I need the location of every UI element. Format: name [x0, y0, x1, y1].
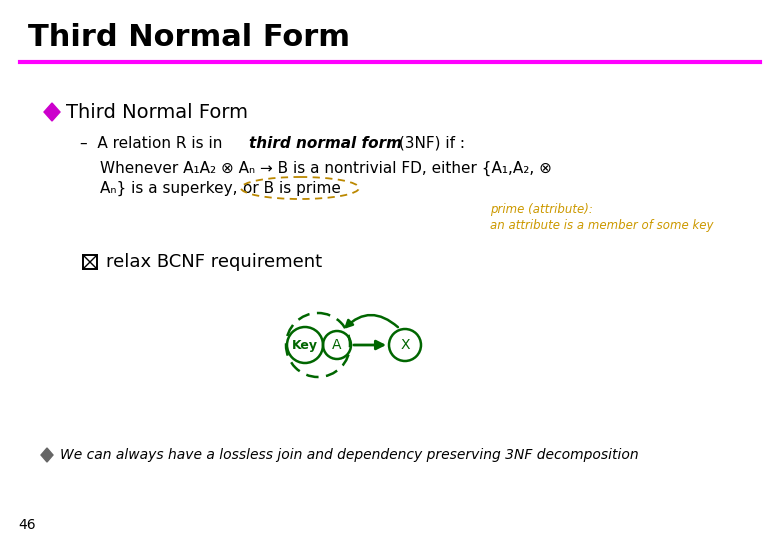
- Bar: [83, 255, 97, 269]
- Text: Aₙ} is a superkey,: Aₙ} is a superkey,: [100, 180, 243, 195]
- Text: Key: Key: [292, 339, 318, 352]
- Text: We can always have a lossless join and dependency preserving 3NF decomposition: We can always have a lossless join and d…: [60, 448, 639, 462]
- Text: Third Normal Form: Third Normal Form: [66, 103, 248, 122]
- Text: or B is prime: or B is prime: [243, 180, 341, 195]
- Polygon shape: [44, 103, 60, 121]
- Text: Third Normal Form: Third Normal Form: [28, 24, 350, 52]
- FancyArrowPatch shape: [346, 315, 398, 327]
- Text: A: A: [332, 338, 342, 352]
- Polygon shape: [41, 448, 53, 462]
- Text: prime (attribute):: prime (attribute):: [490, 204, 593, 217]
- Text: X: X: [400, 338, 410, 352]
- Text: Whenever A₁A₂ ⊗ Aₙ → B is a nontrivial FD, either {A₁,A₂, ⊗: Whenever A₁A₂ ⊗ Aₙ → B is a nontrivial F…: [100, 160, 552, 176]
- Text: 46: 46: [18, 518, 36, 532]
- Text: (3NF) if :: (3NF) if :: [394, 136, 465, 151]
- Text: third normal form: third normal form: [249, 136, 402, 151]
- Text: relax BCNF requirement: relax BCNF requirement: [106, 253, 322, 271]
- Text: an attribute is a member of some key: an attribute is a member of some key: [490, 219, 714, 232]
- Text: –  A relation R is in: – A relation R is in: [80, 136, 227, 151]
